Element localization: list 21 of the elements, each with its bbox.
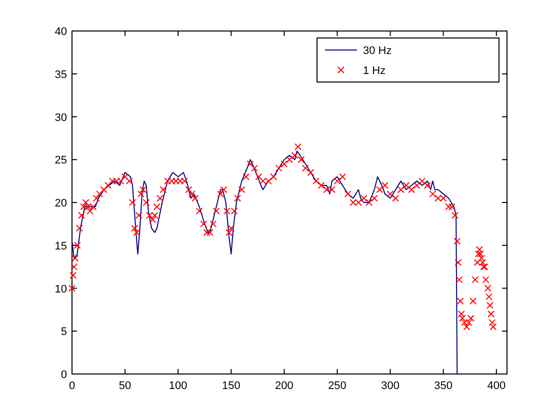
x-tick-label: 250 [328,380,346,392]
y-tick-label: 25 [54,154,67,167]
x-tick-label: 300 [381,380,400,392]
x-tick-label: 0 [68,380,76,392]
y-tick-label: 0 [60,369,67,381]
line-series [72,150,458,374]
y-tick-label: 10 [54,283,67,296]
x-tick-label: 50 [118,380,132,392]
y-tick-label: 40 [54,26,67,38]
y-tick-label: 15 [54,240,67,252]
legend-label: 1 Hz [363,65,386,77]
y-tick-label: 35 [54,68,67,81]
x-tick-label: 100 [168,380,188,392]
y-tick-label: 30 [54,112,67,124]
x-tick-label: 150 [222,380,240,392]
y-tick-label: 5 [60,326,67,338]
x-tick-label: 350 [434,380,453,392]
y-tick-label: 20 [54,198,67,210]
x-tick-label: 400 [487,380,506,392]
legend-label: 30 Hz [363,45,392,57]
x-tick-label: 200 [275,380,294,392]
